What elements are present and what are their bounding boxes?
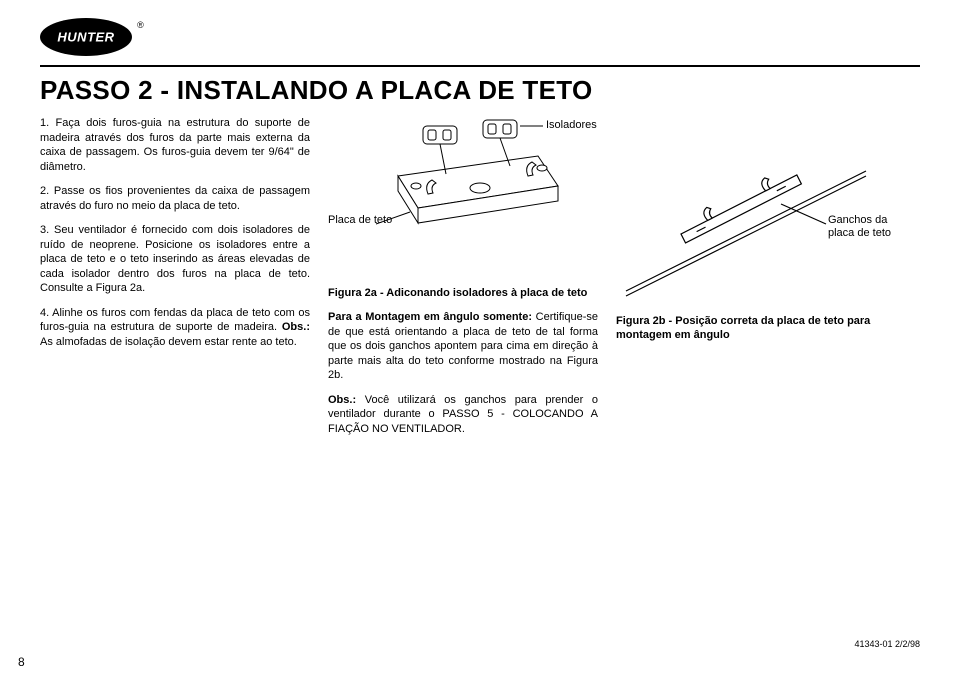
hunter-logo bbox=[40, 18, 132, 56]
figure-2a-caption: Figura 2a - Adiconando isoladores à plac… bbox=[328, 286, 598, 300]
figure-2a-label-isoladores: Isoladores bbox=[546, 119, 597, 131]
angle-mount-label: Para a Montagem em ângulo somente: bbox=[328, 311, 532, 323]
step-4-part-a: 4. Alinhe os furos com fendas da placa d… bbox=[40, 307, 310, 334]
step-4-obs-label: Obs.: bbox=[282, 321, 310, 333]
step-1-text: 1. Faça dois furos-guia na estrutura do … bbox=[40, 116, 310, 174]
step-3-text: 3. Seu ventilador é fornecido com dois i… bbox=[40, 223, 310, 296]
footer-code: 41343-01 2/2/98 bbox=[854, 639, 920, 649]
column-1: 1. Faça dois furos-guia na estrutura do … bbox=[40, 116, 310, 446]
figure-2b: Ganchos da placa de teto bbox=[616, 156, 896, 306]
page-number: 8 bbox=[18, 655, 25, 669]
column-3: Ganchos da placa de teto Figura 2b - Pos… bbox=[616, 116, 920, 446]
registered-mark: ® bbox=[137, 20, 144, 30]
figure-2b-caption: Figura 2b - Posição correta da placa de … bbox=[616, 314, 920, 343]
step-4-text: 4. Alinhe os furos com fendas da placa d… bbox=[40, 306, 310, 350]
figure-2a-svg bbox=[328, 116, 588, 276]
figure-2a: Placa de teto Isoladores bbox=[328, 116, 588, 276]
figure-2b-label-ganchos: Ganchos da placa de teto bbox=[828, 214, 898, 240]
content-columns: 1. Faça dois furos-guia na estrutura do … bbox=[40, 116, 920, 446]
page-title: PASSO 2 - INSTALANDO A PLACA DE TETO bbox=[40, 75, 920, 106]
header-logo-block: ® bbox=[40, 18, 920, 59]
step-2-text: 2. Passe os fios provenientes da caixa d… bbox=[40, 184, 310, 213]
hooks-obs: Obs.: Você utilizará os ganchos para pre… bbox=[328, 393, 598, 437]
column-2: Placa de teto Isoladores Figura 2a - Adi… bbox=[328, 116, 598, 446]
angle-mount-note: Para a Montagem em ângulo somente: Certi… bbox=[328, 310, 598, 383]
divider-rule bbox=[40, 65, 920, 67]
figure-2a-label-placa: Placa de teto bbox=[328, 214, 392, 227]
hooks-obs-text: Você utilizará os ganchos para prender o… bbox=[328, 394, 598, 435]
hooks-obs-label: Obs.: bbox=[328, 394, 356, 406]
step-4-obs-text: As almofadas de isolação devem estar ren… bbox=[40, 336, 297, 348]
